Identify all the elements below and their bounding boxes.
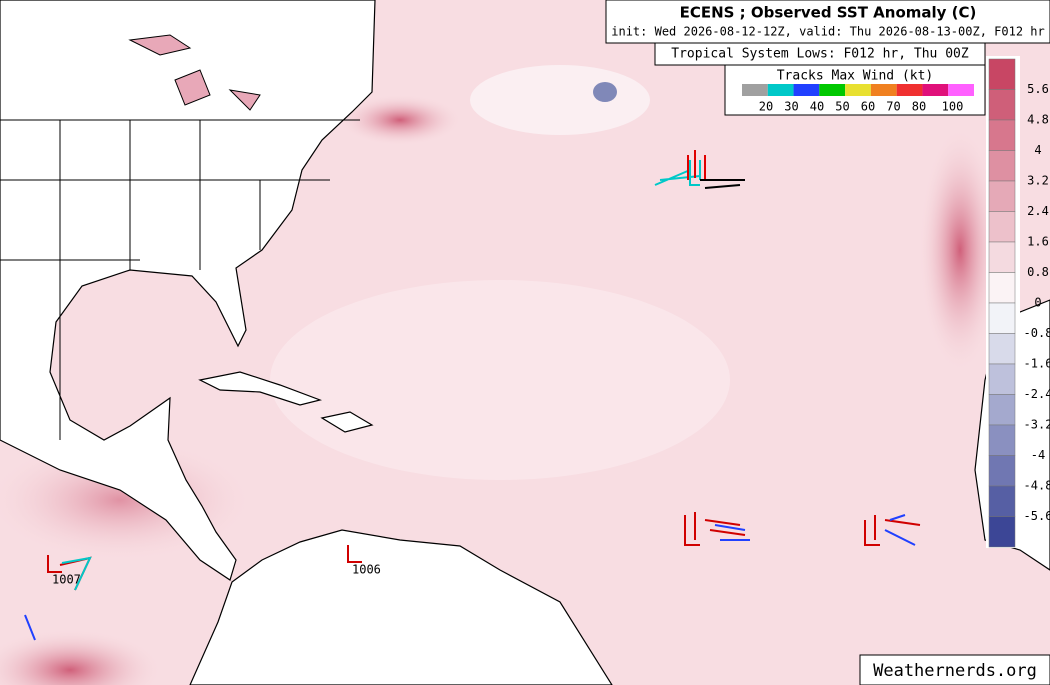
cuba [198,371,323,406]
colorbar-label: 3.2 [1027,174,1049,188]
colorbar: 5.6 4.8 4 3.2 2.4 1.6 0.8 0 -0.8 -1.6 -2.4 -3.2 -4 -4… [988,58,1050,548]
wind-label: 30 [784,100,798,114]
colorbar-label: -1.6 [1024,357,1050,371]
colorbar-box [988,302,1016,334]
warm-anomaly [340,95,460,145]
colorbar-box [988,363,1016,395]
wind-legend-title: Tracks Max Wind (kt) [777,69,934,84]
colorbar-label: -4 [1031,448,1045,462]
colorbar-box [988,516,1016,548]
colorbar-label: -3.2 [1024,418,1050,432]
hispaniola [320,411,374,433]
wind-label: 50 [835,100,849,114]
colorbar-label: 4.8 [1027,113,1049,127]
wind-legend: 20 30 40 50 60 70 80 100 [742,84,974,114]
colorbar-box [988,119,1016,151]
storm-tracks [24,150,921,641]
wind-label: 60 [861,100,875,114]
colorbar-box [988,272,1016,304]
wind-label: 80 [912,100,926,114]
title: ECENS ; Observed SST Anomaly (C) [680,4,977,22]
colorbar-label: -4.8 [1024,479,1050,493]
colorbar-box [988,241,1016,273]
wind-color [948,84,974,96]
colorbar-label: 1.6 [1027,235,1049,249]
wind-color [819,84,846,96]
watermark-box [859,654,1050,685]
colorbar-box [988,58,1016,90]
south-america [189,529,613,685]
colorbar-label: 2.4 [1027,204,1049,218]
wind-color [767,84,794,96]
low-pressure-label: 1007 [52,573,81,587]
wind-color [922,84,949,96]
wind-color [793,84,820,96]
colorbar-label: 0 [1034,296,1041,310]
colorbar-label: -0.8 [1024,326,1050,340]
warm-anomaly [920,130,1000,370]
colorbar-box [988,485,1016,517]
subtitle: init: Wed 2026-08-12-12Z, valid: Thu 202… [611,25,1044,39]
colorbar-box [988,333,1016,365]
lows-label: Tropical System Lows: F012 hr, Thu 00Z [671,47,969,62]
great-lakes [128,34,261,111]
low-pressure-label: 1006 [352,563,381,577]
wind-label: 20 [759,100,773,114]
cool-anomaly [470,65,650,135]
colorbar-box [988,89,1016,121]
watermark: Weathernerds.org [873,661,1037,681]
wind-label: 40 [810,100,824,114]
colorbar-label: -5.6 [1024,509,1050,523]
cool-anomaly [593,82,617,102]
colorbar-label: 0.8 [1027,265,1049,279]
wind-color [742,84,768,96]
colorbar-label: 5.6 [1027,82,1049,96]
mild-anomaly [270,280,730,480]
colorbar-box [988,211,1016,243]
colorbar-box [988,424,1016,456]
colorbar-box [988,394,1016,426]
wind-label: 100 [942,100,964,114]
wind-color [845,84,871,96]
title-box [605,0,1050,44]
colorbar-label: -2.4 [1024,387,1050,401]
colorbar-box [988,150,1016,182]
colorbar-label: 4 [1034,143,1041,157]
wind-color [896,84,923,96]
colorbar-box [988,180,1016,212]
state-borders [0,119,360,440]
wind-color [870,84,897,96]
north-america [0,0,376,581]
colorbar-box [988,455,1016,487]
wind-label: 70 [886,100,900,114]
warm-anomaly [0,630,160,685]
